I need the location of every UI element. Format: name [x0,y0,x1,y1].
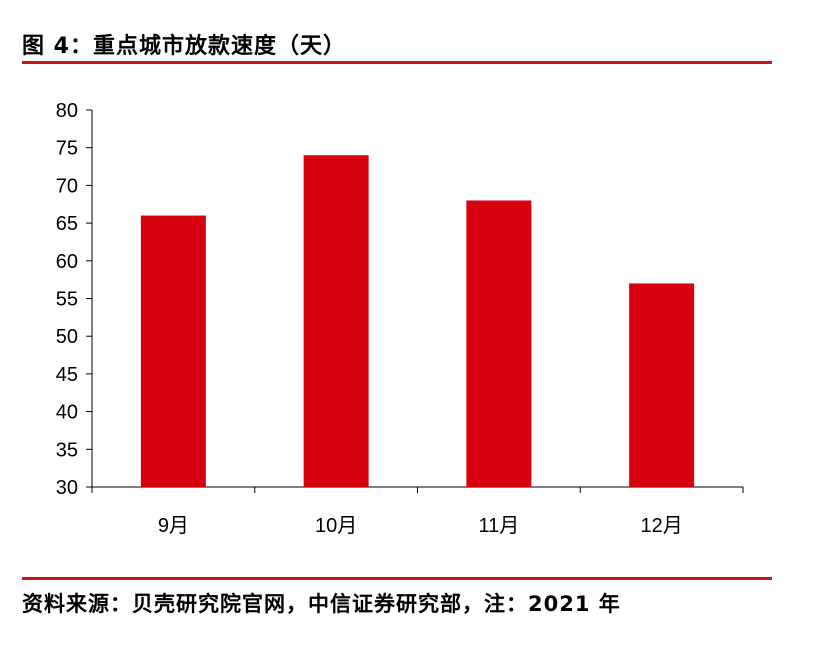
x-tick-label: 10月 [315,515,357,537]
plot-area: 30 35 40 45 50 55 60 65 70 75 80 9月 10月 11月 12月 [56,100,744,537]
bar-chart: 30 35 40 45 50 55 60 65 70 75 80 9月 10月 11月 12月 [56,100,744,537]
bar [140,215,206,487]
bar [466,200,532,488]
y-tick-label: 50 [56,326,78,348]
title-rule [22,61,772,64]
y-tick-label: 75 [56,138,78,160]
chart-title: 图 4：重点城市放款速度（天） [22,34,346,59]
y-tick-label: 70 [56,175,78,197]
x-tick-label: 12月 [641,515,683,537]
bar [303,155,369,488]
y-tick-label: 80 [56,100,78,122]
y-tick-label: 60 [56,251,78,273]
source-rule [22,577,772,580]
x-tick-label: 11月 [478,515,519,537]
y-tick-label: 65 [56,213,78,235]
y-tick-label: 40 [56,402,78,424]
bar [629,283,695,487]
y-tick-label: 45 [56,364,78,386]
y-tick-label: 30 [56,477,78,499]
x-tick-label: 9月 [158,515,189,537]
y-tick-label: 55 [56,289,78,311]
source-note: 资料来源：贝壳研究院官网，中信证券研究部，注：2021 年 [22,592,621,616]
y-tick-label: 35 [56,439,78,461]
